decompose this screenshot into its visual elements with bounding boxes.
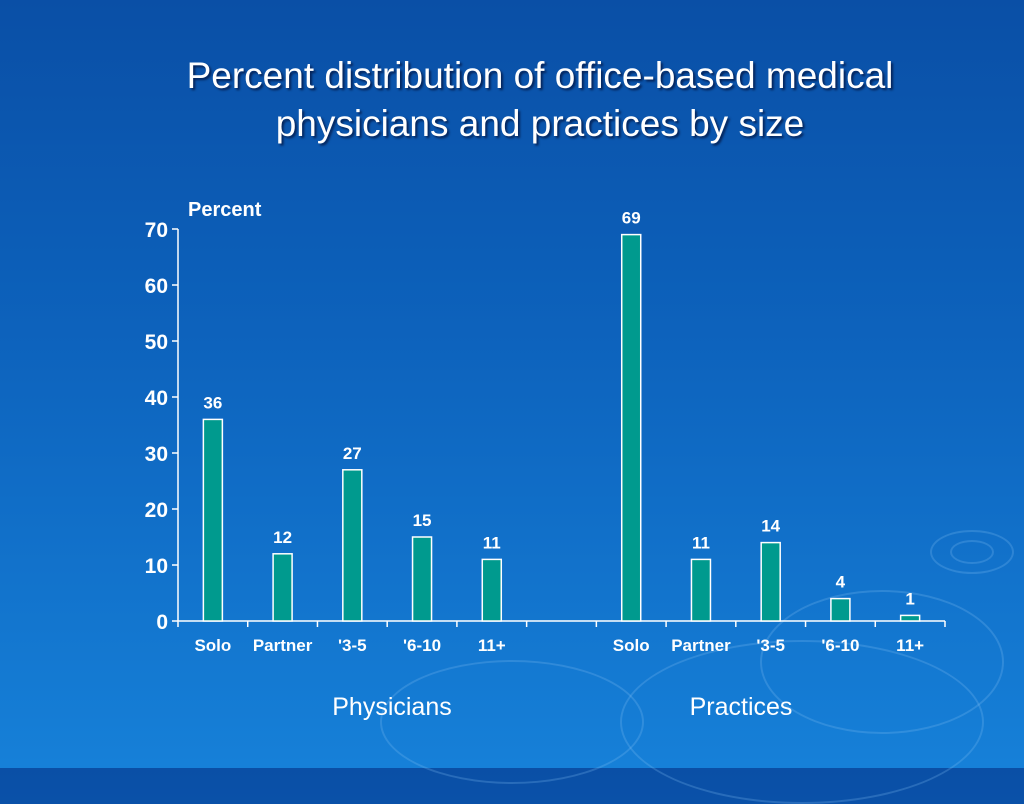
bars <box>202 233 921 622</box>
bar <box>481 558 503 622</box>
x-tick-label: 11+ <box>478 636 506 655</box>
x-tick-label: '3-5 <box>338 636 367 655</box>
y-tick-label: 50 <box>145 331 168 354</box>
x-tick-label: '6-10 <box>821 636 859 655</box>
bar <box>202 418 224 622</box>
x-tick-label: Solo <box>613 636 650 655</box>
bar <box>690 558 712 622</box>
bar <box>620 233 642 622</box>
y-axis: 0 10 20 30 40 50 60 70 <box>145 219 179 634</box>
y-tick-label: 70 <box>145 219 168 242</box>
x-tick-label: '3-5 <box>756 636 785 655</box>
x-tick-label: '6-10 <box>403 636 441 655</box>
y-axis-label: Percent <box>188 199 262 221</box>
bar-value-label: 1 <box>905 589 914 608</box>
bar-value-label: 11 <box>692 533 710 552</box>
bar <box>411 536 433 622</box>
bar-chart: Percent 0 10 20 30 40 50 60 70 Solo Partner '3-5 '… <box>145 199 946 655</box>
bar-value-label: 14 <box>761 517 780 536</box>
bar <box>342 469 363 622</box>
y-tick-label: 60 <box>145 275 168 298</box>
x-tick-label: 11+ <box>896 636 924 655</box>
bar <box>272 553 293 622</box>
bar-value-label: 15 <box>413 511 432 530</box>
title-line-1: Percent distribution of office-based med… <box>186 55 894 96</box>
y-tick-label: 20 <box>145 499 168 522</box>
bar-value-label: 69 <box>622 209 641 228</box>
bar <box>899 614 921 622</box>
y-tick-label: 40 <box>145 387 168 410</box>
title-line-2: physicians and practices by size <box>275 103 805 144</box>
bar-value-label: 11 <box>483 533 501 552</box>
y-tick-label: 10 <box>145 555 168 578</box>
bar <box>760 541 781 622</box>
slide-title: Percent distribution of office-based med… <box>90 52 990 148</box>
bar-value-label: 4 <box>836 573 846 592</box>
x-tick-label: Solo <box>194 636 231 655</box>
group-label-practices: Practices <box>689 693 793 721</box>
y-tick-label: 0 <box>156 611 168 634</box>
x-axis: Solo Partner '3-5 '6-10 11+ Solo Partner '3-5 '6… <box>177 620 946 655</box>
x-tick-label: Partner <box>671 636 731 655</box>
y-tick-label: 30 <box>145 443 168 466</box>
ripple-decoration <box>930 530 1014 574</box>
bar-value-label: 36 <box>203 393 222 412</box>
bar-value-label: 27 <box>343 444 362 463</box>
data-labels: 36 12 27 15 11 69 11 14 4 1 <box>203 209 914 609</box>
x-tick-label: Partner <box>253 636 313 655</box>
bar-value-label: 12 <box>273 528 292 547</box>
group-label-physicians: Physicians <box>332 693 452 721</box>
bar <box>830 597 851 622</box>
